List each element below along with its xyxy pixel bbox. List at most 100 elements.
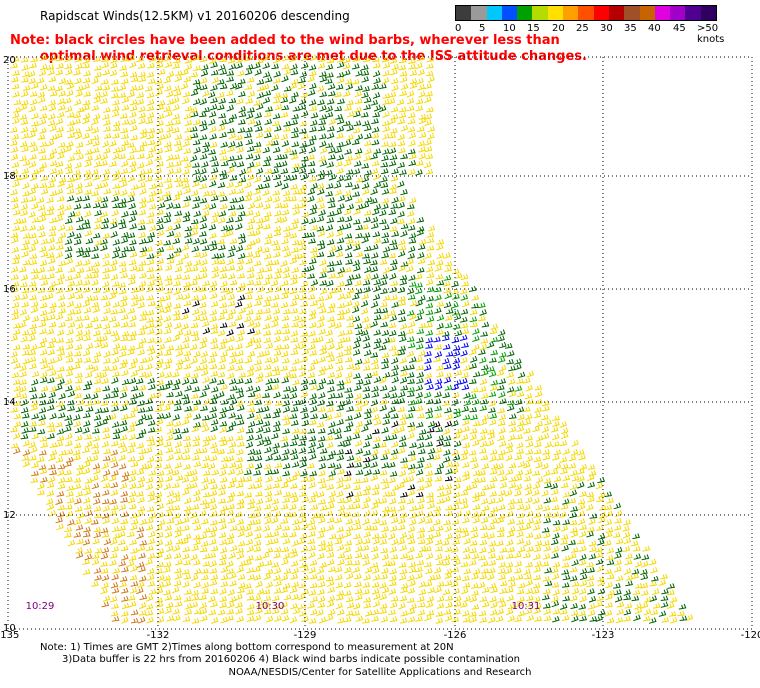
wind-barb [200,369,209,376]
wind-barb [325,614,334,622]
wind-barb [75,377,83,384]
wind-barb [146,71,155,78]
wind-barb [57,273,65,281]
wind-barb [327,393,336,400]
wind-barb [677,610,685,617]
wind-barb [157,69,166,75]
wind-barb [246,309,254,316]
wind-barb [235,601,243,609]
wind-barb [31,413,39,420]
wind-barb [136,92,145,99]
wind-barb [40,315,49,322]
wind-barb [478,555,486,561]
wind-barb [137,175,146,182]
wind-barb [148,146,157,153]
wind-barb [328,245,337,252]
wind-barb [552,588,560,596]
wind-barb [407,525,416,533]
wind-barb [444,525,452,533]
wind-barb [103,357,111,364]
wind-barb [551,511,560,518]
wind-barb [22,85,31,91]
wind-barb [423,391,432,399]
wind-barb [543,497,552,504]
wind-barb [180,156,189,162]
wind-barb [200,272,208,280]
wind-barb [91,272,99,279]
wind-barb [174,526,182,533]
wind-barb [39,245,47,253]
wind-barb [400,261,409,267]
color-scale-swatch [593,6,609,20]
wind-barb [28,356,37,363]
wind-barb [354,106,362,113]
wind-barb [328,490,337,498]
wind-barb [128,273,136,280]
wind-barb [175,559,183,566]
wind-barb [244,244,252,251]
wind-barb [65,257,74,265]
wind-barb [299,610,307,617]
wind-barb [445,533,453,540]
wind-barb [67,211,76,218]
wind-barb [407,406,416,412]
wind-barb [127,497,136,504]
wind-barb [163,483,172,491]
wind-barb [415,282,423,288]
wind-barb [390,596,399,602]
wind-barb [103,147,111,154]
wind-barb [202,527,211,533]
wind-barb [353,160,362,167]
wind-barb [309,82,317,90]
wind-barb [427,420,436,428]
wind-barb [156,616,165,624]
wind-barb [442,559,451,566]
wind-barb [127,345,136,351]
wind-barb [126,531,135,538]
wind-barb [454,272,463,279]
wind-barb [264,559,273,566]
wind-barb [201,574,209,581]
wind-barb [290,603,298,610]
wind-barb [246,224,254,231]
wind-barb [658,579,666,587]
wind-barb [390,113,399,120]
wind-barb [147,139,156,146]
wind-barb [424,119,432,126]
wind-barb [668,611,677,617]
wind-barb [38,118,47,126]
wind-barb [128,335,136,341]
wind-barb [67,539,76,547]
wind-barb [228,188,237,195]
wind-barb [82,62,90,69]
wind-barb [138,552,146,559]
wind-barb [325,224,334,232]
wind-barb [281,615,290,622]
wind-barb [245,97,254,104]
wind-barb [192,440,200,447]
wind-barb [445,413,453,421]
wind-barb [39,436,48,442]
wind-barb [469,482,478,490]
wind-barb [346,455,355,462]
wind-barb [137,581,145,588]
wind-barb [424,614,432,622]
wind-barb [525,449,534,455]
wind-barb [228,378,237,385]
wind-barb [199,134,208,141]
wind-barb [120,545,129,552]
wind-barb [471,462,479,470]
wind-barb [209,351,218,358]
wind-barb [65,365,74,371]
wind-barb [435,617,444,624]
wind-barb [110,481,119,489]
wind-barb [496,554,504,560]
wind-barb [247,503,255,510]
wind-barb [55,516,63,524]
wind-barb [407,203,415,210]
wind-barb [604,491,612,498]
wind-barb [184,57,193,64]
wind-barb [379,83,387,90]
wind-barb [21,64,29,71]
wind-barb [100,97,108,104]
